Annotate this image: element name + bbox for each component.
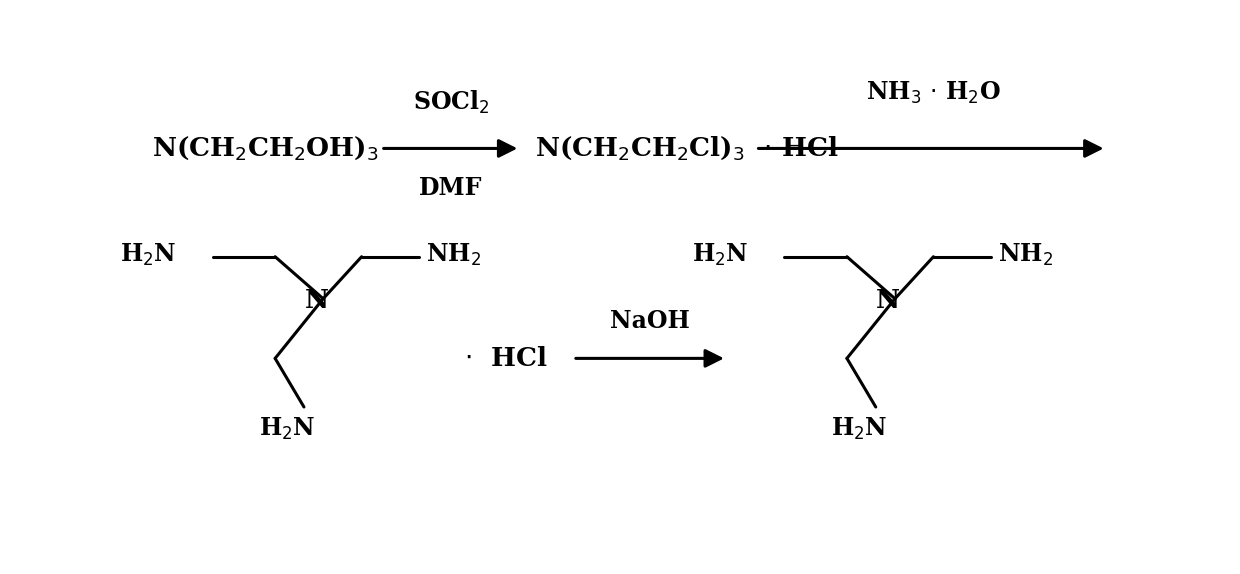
Text: H$_2$N: H$_2$N	[259, 416, 316, 442]
Text: NH$_3$ $\cdot$ H$_2$O: NH$_3$ $\cdot$ H$_2$O	[866, 80, 1001, 106]
Text: SOCl$_2$: SOCl$_2$	[413, 88, 490, 115]
Text: $\cdot$  HCl: $\cdot$ HCl	[464, 346, 548, 371]
Text: N: N	[305, 288, 329, 313]
Text: DMF: DMF	[419, 176, 482, 200]
Text: H$_2$N: H$_2$N	[692, 242, 748, 269]
Text: NH$_2$: NH$_2$	[427, 242, 481, 269]
Text: H$_2$N: H$_2$N	[120, 242, 176, 269]
Text: N: N	[877, 288, 900, 313]
Text: N(CH$_2$CH$_2$OH)$_3$: N(CH$_2$CH$_2$OH)$_3$	[153, 134, 379, 162]
Text: N(CH$_2$CH$_2$Cl)$_3$  $\cdot$ HCl: N(CH$_2$CH$_2$Cl)$_3$ $\cdot$ HCl	[534, 134, 838, 162]
Text: NaOH: NaOH	[610, 309, 689, 333]
Text: NH$_2$: NH$_2$	[998, 242, 1053, 269]
Text: H$_2$N: H$_2$N	[831, 416, 888, 442]
